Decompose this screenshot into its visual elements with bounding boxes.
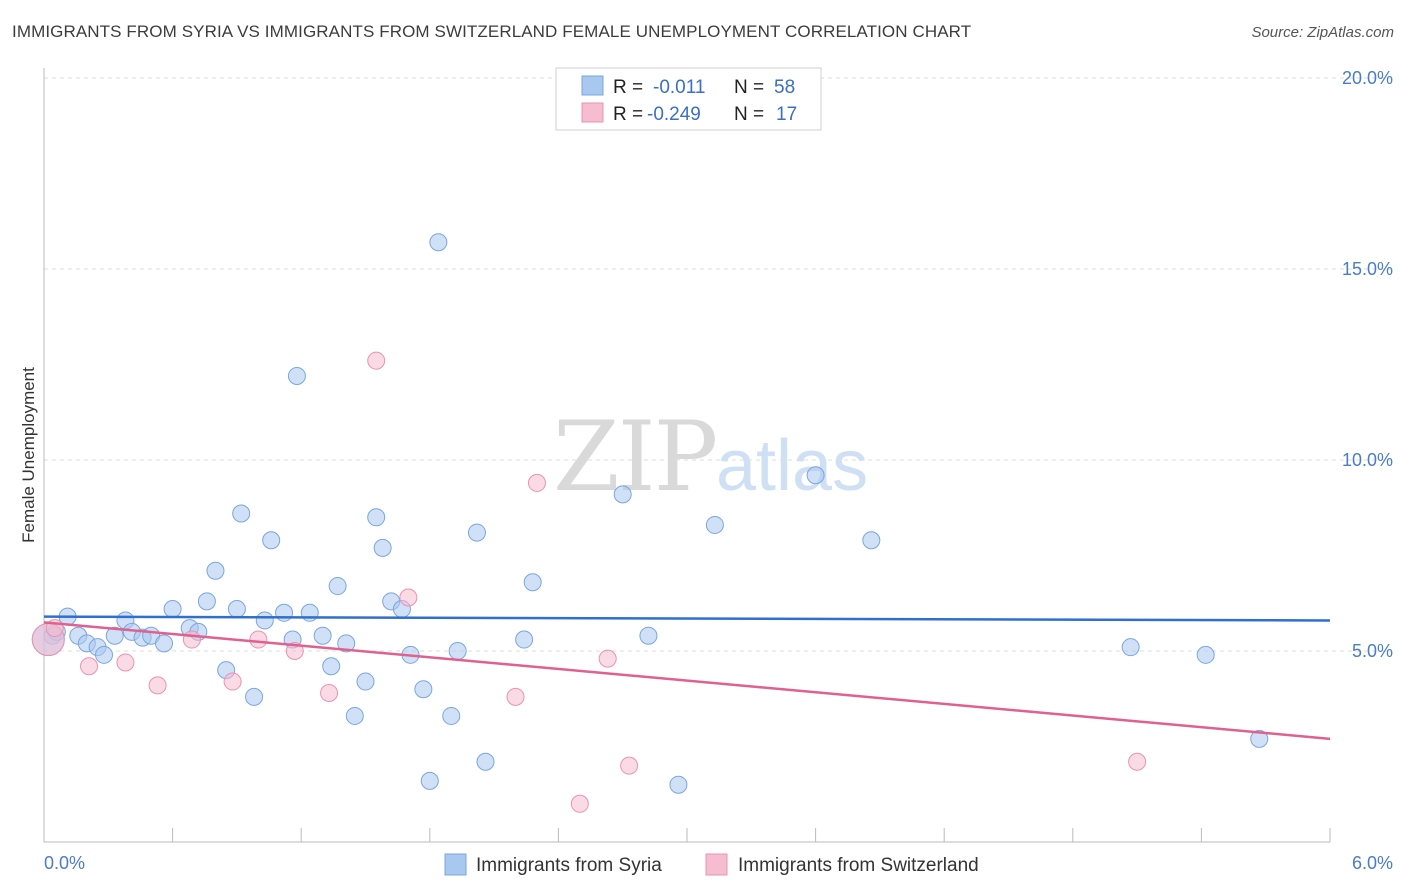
point-syria (163, 599, 182, 618)
point-syria (669, 775, 688, 794)
x-axis-tick-labels: 0.0% 6.0% (44, 853, 1393, 873)
point-syria (442, 706, 461, 725)
legend-r-label-syria: R = (613, 77, 643, 98)
watermark: ZIP atlas (553, 401, 868, 513)
point-syria (275, 603, 294, 622)
x-axis-ticks (172, 828, 1331, 842)
x-tick-label: 0.0% (44, 853, 85, 873)
point-syria (414, 680, 433, 699)
point-syria (448, 642, 467, 660)
point-syria (227, 599, 246, 618)
y-tick-label: 5.0% (1352, 641, 1393, 661)
x-tick-label: 6.0% (1352, 853, 1393, 873)
point-syria (245, 687, 264, 706)
point-switzerland (249, 630, 268, 649)
point-syria (322, 657, 341, 676)
point-switzerland (80, 657, 99, 676)
y-tick-label: 15.0% (1342, 259, 1393, 279)
point-syria (639, 626, 658, 645)
point-syria (705, 515, 724, 534)
point-switzerland (570, 794, 589, 813)
legend-n-value-switzerland: 17 (776, 104, 797, 125)
bottom-legend-label-switzerland: Immigrants from Switzerland (738, 855, 979, 876)
point-syria (287, 366, 306, 385)
bottom-legend-label-syria: Immigrants from Syria (476, 855, 662, 876)
point-syria (300, 603, 319, 622)
point-syria (262, 531, 281, 550)
point-switzerland (399, 588, 418, 607)
bottom-legend-swatch-switzerland (705, 853, 728, 876)
series-legend: Immigrants from Syria Immigrants from Sw… (444, 853, 979, 876)
point-syria (429, 233, 448, 252)
y-tick-label: 10.0% (1342, 450, 1393, 470)
point-switzerland (598, 649, 617, 668)
point-switzerland (320, 684, 339, 703)
point-switzerland (148, 676, 167, 695)
point-syria (373, 538, 392, 557)
legend-n-label-switzerland: N = (734, 104, 764, 125)
trend-line-syria (43, 615, 1331, 622)
point-syria (206, 561, 225, 580)
chart-title: IMMIGRANTS FROM SYRIA VS IMMIGRANTS FROM… (12, 22, 972, 41)
point-syria (1196, 645, 1215, 664)
point-syria (197, 592, 216, 611)
point-syria (1250, 729, 1269, 748)
legend-n-value-syria: 58 (774, 77, 795, 98)
point-syria (1121, 638, 1140, 657)
point-switzerland (285, 642, 304, 660)
trend-lines (43, 615, 1331, 741)
y-axis-label: Female Unemployment (19, 367, 38, 543)
point-switzerland (223, 672, 242, 691)
point-syria (356, 672, 375, 691)
point-syria (523, 573, 542, 592)
point-syria (476, 752, 495, 771)
point-syria (328, 577, 347, 596)
legend-r-value-switzerland: -0.249 (647, 104, 701, 125)
point-switzerland (620, 756, 639, 775)
point-syria (806, 466, 825, 485)
point-syria (105, 626, 124, 645)
stats-legend: R = -0.011 N = 58 R = -0.249 N = 17 (555, 67, 822, 131)
point-syria (367, 508, 386, 527)
point-syria (515, 630, 534, 649)
gridlines (44, 77, 1394, 652)
point-syria (467, 523, 486, 542)
bottom-legend-swatch-syria (444, 853, 467, 876)
legend-r-value-syria: -0.011 (653, 77, 705, 98)
watermark-zip: ZIP (553, 401, 716, 513)
source-label: Source: ZipAtlas.com (1251, 24, 1394, 41)
point-switzerland (1128, 752, 1147, 771)
point-switzerland (367, 351, 386, 370)
trend-line-switzerland (43, 621, 1331, 741)
scatter-points (31, 233, 1269, 813)
point-switzerland (182, 630, 201, 649)
point-syria (613, 485, 632, 504)
y-tick-label: 20.0% (1342, 68, 1393, 88)
legend-swatch-switzerland (581, 102, 604, 123)
point-syria (95, 645, 114, 664)
point-switzerland (116, 653, 135, 672)
point-syria (155, 634, 174, 653)
point-syria (313, 626, 332, 645)
y-axis-tick-labels: 5.0% 10.0% 15.0% 20.0% (1342, 68, 1393, 661)
legend-swatch-syria (581, 75, 604, 96)
point-syria (337, 634, 356, 653)
legend-n-label-syria: N = (734, 77, 764, 98)
point-switzerland (506, 687, 525, 706)
watermark-atlas: atlas (716, 426, 868, 506)
point-switzerland (527, 473, 546, 492)
point-syria (255, 611, 274, 630)
legend-r-label-switzerland: R = (613, 104, 643, 125)
point-syria (862, 531, 881, 550)
point-syria (345, 706, 364, 725)
point-syria (232, 504, 251, 523)
point-syria (420, 771, 439, 790)
